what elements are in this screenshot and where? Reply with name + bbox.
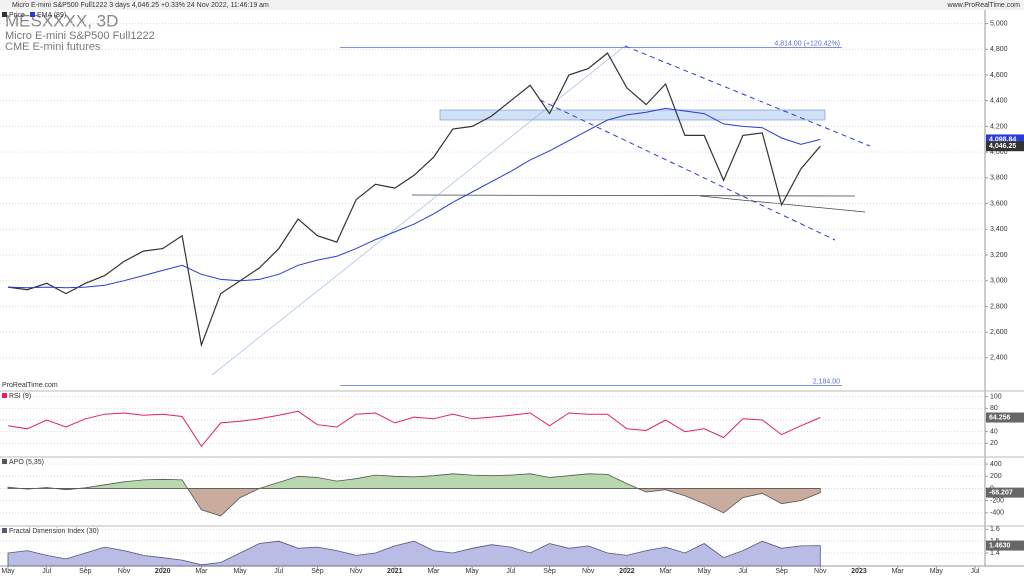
x-tick-label: Nov [582, 568, 595, 575]
last-value-label: 4,046.25 [989, 143, 1016, 150]
legend-swatch [30, 12, 35, 17]
x-tick-label: May [1, 568, 15, 575]
x-tick-label: Nov [814, 568, 827, 575]
legend-swatch [2, 528, 7, 533]
last-value-label: 1.4630 [989, 542, 1011, 549]
line [7, 107, 821, 289]
y-tick-label: 5,000 [990, 20, 1008, 27]
x-tick-label: Sep [311, 568, 324, 575]
y-tick-label: -200 [990, 497, 1004, 504]
last-value-label: 4,098.84 [989, 136, 1016, 143]
y-tick-label: 4,000 [990, 149, 1008, 156]
legend-swatch [2, 459, 7, 464]
chart-subtitle: Micro E-mini S&P500 Full1222 [5, 30, 155, 42]
y-tick-label: 3,000 [990, 278, 1008, 285]
support-line [411, 194, 856, 197]
y-tick-label: 2,400 [990, 355, 1008, 362]
x-tick-label: Sep [79, 568, 92, 575]
x-tick-label: May [930, 568, 944, 575]
line [7, 52, 821, 348]
x-tick-label: 2021 [387, 568, 403, 575]
last-value-box [986, 134, 1024, 145]
x-tick-label: Jul [738, 568, 747, 575]
x-tick-label: Mar [892, 568, 905, 575]
y-tick-label: 3,800 [990, 175, 1008, 182]
x-tick-label: 2020 [155, 568, 171, 575]
legend-swatch [2, 393, 7, 398]
x-tick-label: Sep [775, 568, 788, 575]
x-tick-label: Jul [971, 568, 980, 575]
y-tick-label: 4,800 [990, 46, 1008, 53]
y-tick-label: 3,400 [990, 226, 1008, 233]
x-tick-label: 2022 [619, 568, 635, 575]
x-tick-label: Mar [427, 568, 440, 575]
last-value-label: 64.256 [989, 414, 1011, 421]
watermark: ProRealTime.com [2, 382, 58, 389]
x-tick-label: Sep [543, 568, 556, 575]
level-label: 4,814.00 (+120.42%) [774, 40, 840, 47]
y-tick-label: 20 [990, 440, 998, 447]
y-tick-label: 4,600 [990, 72, 1008, 79]
legend-label: APO (5,35) [9, 459, 44, 466]
x-tick-label: Nov [350, 568, 363, 575]
y-tick-label: 100 [990, 394, 1002, 401]
y-tick-label: 3,200 [990, 252, 1008, 259]
area [7, 540, 821, 567]
y-tick-label: 400 [990, 461, 1002, 468]
channel-line [539, 99, 836, 241]
y-tick-label: 200 [990, 473, 1002, 480]
last-value-box [986, 540, 1024, 551]
y-tick-label: 4,400 [990, 98, 1008, 105]
y-tick-label: 1.6 [990, 526, 1000, 533]
x-tick-label: Jul [274, 568, 283, 575]
x-tick-label: Mar [660, 568, 673, 575]
y-tick-label: 1.4 [990, 550, 1000, 557]
x-tick-label: Nov [118, 568, 131, 575]
y-tick-label: -400 [990, 510, 1004, 517]
x-tick-label: Jul [506, 568, 515, 575]
y-tick-label: 3,600 [990, 200, 1008, 207]
header-site: www.ProRealTime.com [947, 2, 1021, 9]
channel-line [624, 45, 871, 147]
x-tick-label: 2023 [851, 568, 867, 575]
exchange: CME E-mini futures [5, 41, 101, 53]
legend-swatch [2, 12, 7, 17]
legend-label: EMA (89) [37, 12, 66, 19]
y-tick-label: 80 [990, 405, 998, 412]
last-value-box [986, 487, 1024, 498]
x-tick-label: Mar [195, 568, 208, 575]
last-value-label: -68.207 [989, 489, 1013, 496]
last-value-box [986, 141, 1024, 152]
y-tick-label: 2,600 [990, 329, 1008, 336]
x-tick-label: May [233, 568, 247, 575]
level-label: 2,184.00 [813, 378, 840, 385]
zone [439, 109, 826, 121]
y-tick-label: 40 [990, 429, 998, 436]
x-tick-label: May [466, 568, 480, 575]
x-tick-label: Jul [42, 568, 51, 575]
legend-label: RSI (9) [9, 393, 31, 400]
y-tick-label: 2,800 [990, 303, 1008, 310]
last-value-box [986, 412, 1024, 423]
header-bar [0, 0, 1024, 10]
y-tick-label: 4,200 [990, 123, 1008, 130]
header-info: Micro E-mini S&P500 Full1222 3 days 4,04… [12, 2, 269, 9]
legend-label: Price [9, 12, 25, 19]
area [7, 473, 821, 517]
legend-label: Fractal Dimension Index (30) [9, 528, 99, 535]
line [7, 410, 821, 448]
x-tick-label: May [698, 568, 712, 575]
